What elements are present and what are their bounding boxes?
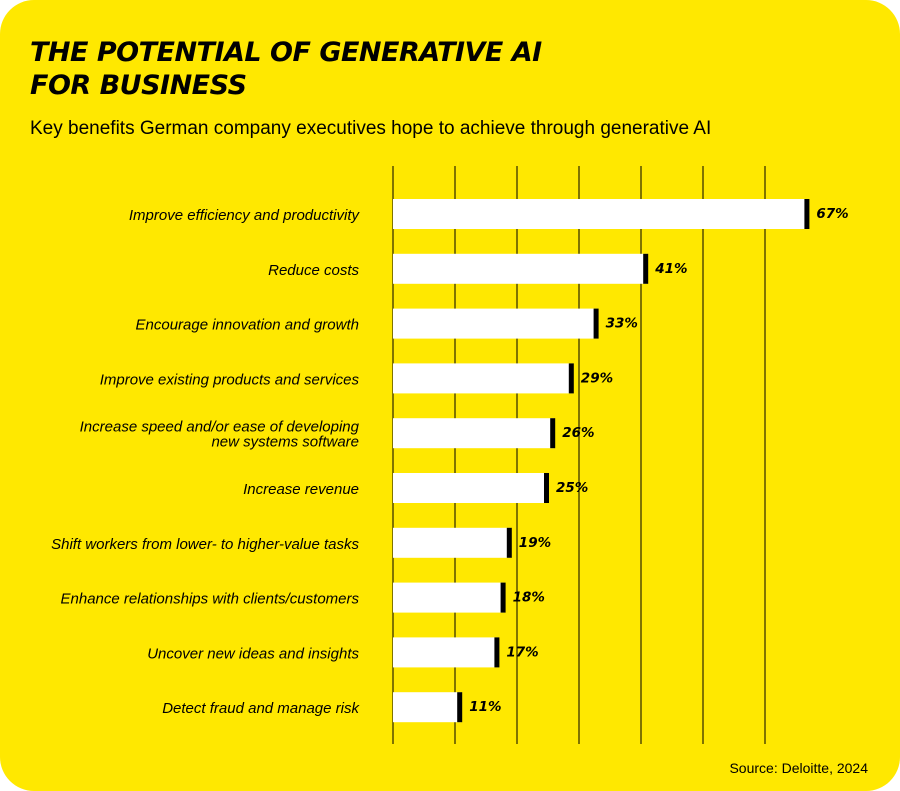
bar-5 xyxy=(393,473,548,503)
source-note: Source: Deloitte, 2024 xyxy=(729,760,868,776)
value-label-1: 41% xyxy=(654,261,687,277)
category-label-0: Improve efficiency and productivity xyxy=(129,207,361,224)
bar-end-marker-6 xyxy=(506,527,512,558)
bar-end-marker-8 xyxy=(494,637,500,668)
bar-end-marker-5 xyxy=(544,473,549,503)
chart-title: THE POTENTIAL OF GENERATIVE AI FOR BUSIN… xyxy=(30,36,542,102)
category-label-5: Increase revenue xyxy=(243,481,359,498)
category-label-8: Uncover new ideas and insights xyxy=(147,645,359,662)
bar-end-marker-4 xyxy=(550,418,556,449)
category-label-4-line-0: Increase speed and/or ease of developing xyxy=(80,419,360,436)
bar-end-marker-1 xyxy=(643,253,649,284)
chart-title-line-2: FOR BUSINESS xyxy=(30,70,247,101)
value-label-5: 25% xyxy=(556,480,588,496)
chart-title-line-1: THE POTENTIAL OF GENERATIVE AI xyxy=(30,37,542,68)
bar-3 xyxy=(393,363,573,394)
bar-end-marker-9 xyxy=(457,692,463,723)
value-label-9: 11% xyxy=(469,699,501,715)
chart-subtitle: Key benefits German company executives h… xyxy=(30,118,712,139)
bar-end-marker-7 xyxy=(500,582,506,613)
value-label-4: 26% xyxy=(562,425,594,441)
bar-4 xyxy=(393,418,555,449)
value-label-8: 17% xyxy=(506,644,538,660)
bar-end-marker-2 xyxy=(593,308,599,339)
category-label-4: Increase speed and/or ease of developing… xyxy=(80,419,360,451)
value-label-7: 18% xyxy=(513,590,545,606)
category-label-2: Encourage innovation and growth xyxy=(136,317,360,334)
bar-8 xyxy=(393,637,499,668)
category-label-1: Reduce costs xyxy=(268,262,359,279)
bar-1 xyxy=(393,253,648,284)
bar-6 xyxy=(393,527,511,558)
bar-end-marker-3 xyxy=(568,363,574,394)
bar-9 xyxy=(393,692,462,723)
value-label-3: 29% xyxy=(581,370,613,386)
bar-end-marker-0 xyxy=(804,199,810,229)
value-label-0: 67% xyxy=(816,206,848,222)
value-label-6: 19% xyxy=(519,535,551,551)
bar-0 xyxy=(393,199,809,229)
category-label-7: Enhance relationships with clients/custo… xyxy=(61,591,360,608)
category-label-9: Detect fraud and manage risk xyxy=(162,700,360,717)
bar-2 xyxy=(393,308,598,339)
value-label-2: 33% xyxy=(606,316,638,332)
bar-7 xyxy=(393,582,505,613)
category-label-4-line-1: new systems software xyxy=(211,434,359,451)
category-label-3: Improve existing products and services xyxy=(100,371,360,388)
category-label-6: Shift workers from lower- to higher-valu… xyxy=(51,536,359,553)
